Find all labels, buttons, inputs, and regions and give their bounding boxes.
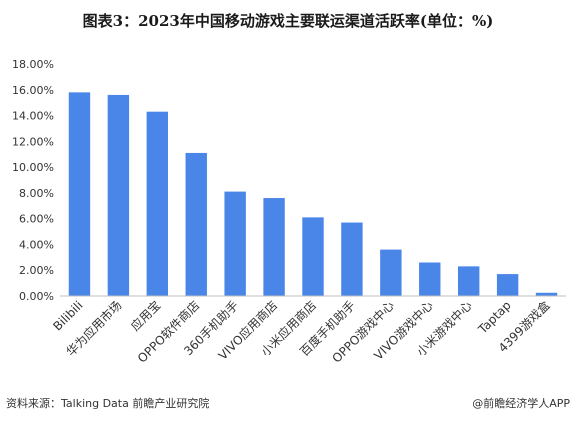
y-tick-label: 18.00% [12,58,54,71]
y-tick-label: 10.00% [12,161,54,174]
y-tick-label: 16.00% [12,84,54,97]
y-tick-label: 0.00% [19,290,54,303]
y-tick-label: 4.00% [19,238,54,251]
y-tick-label: 8.00% [19,187,54,200]
x-tick-label: 应用宝 [127,298,163,334]
bar [185,152,207,296]
source-note: 资料来源：Talking Data 前瞻产业研究院 [6,397,210,410]
bar [68,92,91,296]
bar [457,266,480,296]
bar [496,274,519,296]
y-tick-label: 12.00% [12,135,54,148]
y-axis: 0.00% 2.00% 4.00% 6.00% 8.00% 10.00% 12.00% 14.… [12,58,54,303]
credit-note: @前瞻经济学人APP [472,397,570,410]
y-tick-label: 14.00% [12,110,54,123]
bar [146,111,169,296]
x-tick-label: Taptap [475,298,514,337]
bar [380,249,402,296]
bar [224,191,246,296]
bar-chart: 0.00% 2.00% 4.00% 6.00% 8.00% 10.00% 12.00% 14.… [12,58,566,366]
y-tick-label: 2.00% [19,264,54,277]
bar [302,217,324,296]
x-tick-label: Bilibili [50,298,85,333]
chart-title: 图表3：2023年中国移动游戏主要联运渠道活跃率(单位：%) [82,12,494,30]
bars [68,92,558,296]
bar [263,198,285,296]
bar [341,222,363,296]
bar [535,292,558,296]
footer: 资料来源：Talking Data 前瞻产业研究院 @前瞻经济学人APP [0,395,576,415]
y-tick-label: 6.00% [19,213,54,226]
bar [107,94,130,296]
bar [419,262,441,296]
